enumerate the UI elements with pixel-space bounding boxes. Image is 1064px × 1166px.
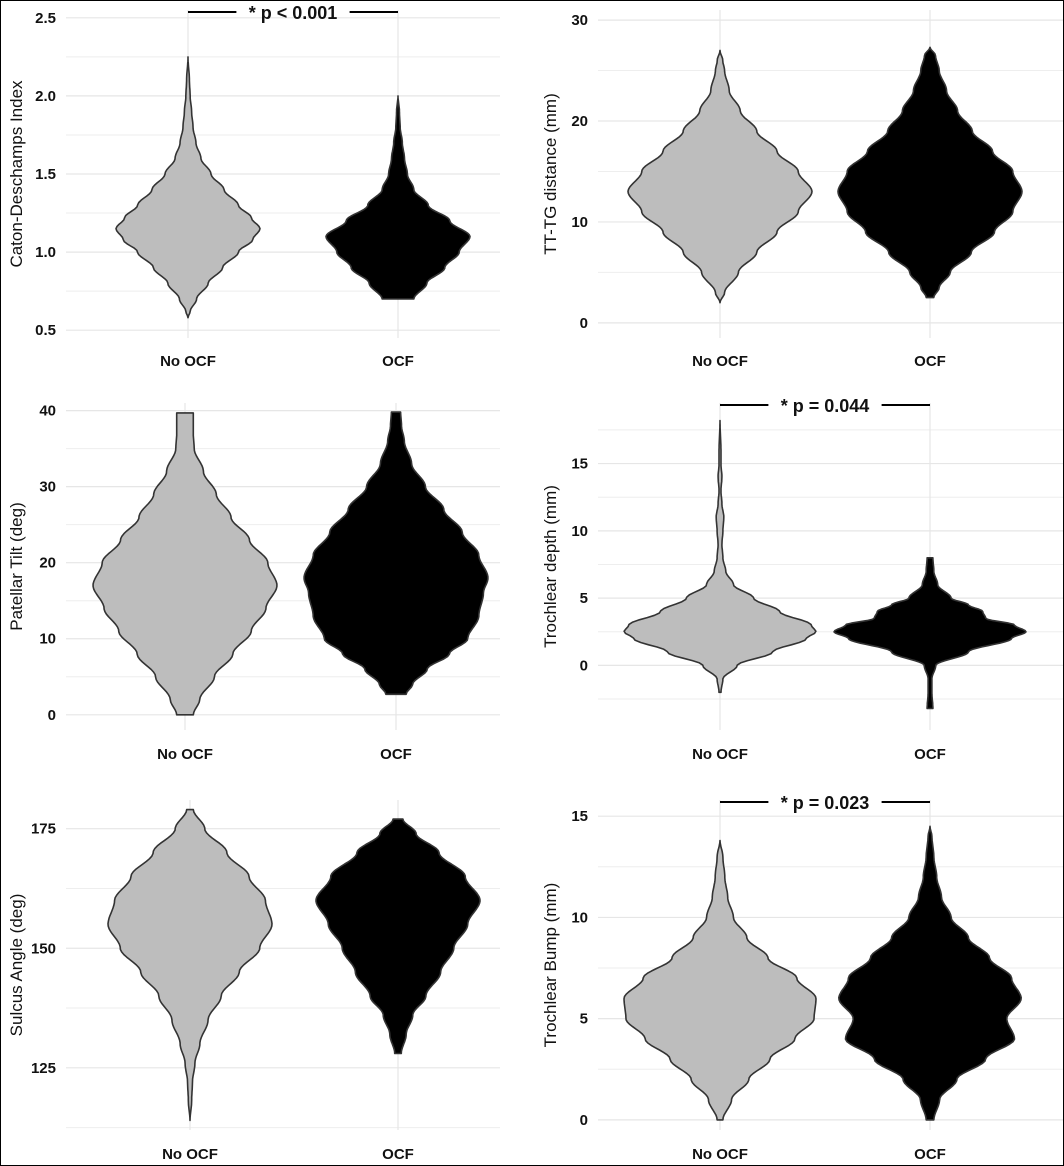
p-value-label: * p = 0.044: [781, 396, 870, 416]
violin-ocf: [838, 825, 1022, 1121]
y-axis-label: Caton-Deschamps Index: [7, 80, 26, 268]
chart-panel: 0 10 20 30 40 Patellar Tilt (deg) No OCF OCF: [7, 403, 500, 763]
violin-ocf: [837, 46, 1023, 299]
y-tick-label: 20: [571, 113, 588, 130]
x-category-label: OCF: [380, 746, 412, 763]
x-category-label: OCF: [914, 1146, 946, 1163]
violin-ocf: [325, 95, 471, 300]
y-tick-label: 1.0: [35, 244, 56, 261]
y-tick-label: 150: [31, 940, 56, 957]
chart-panel: 125 150 175 Sulcus Angle (deg) No OCF OCF: [7, 800, 500, 1163]
y-tick-label: 0.5: [35, 322, 56, 339]
y-axis-label: Trochlear Bump (mm): [541, 883, 560, 1048]
x-category-label: No OCF: [160, 353, 216, 370]
violin-no-ocf: [107, 808, 273, 1122]
chart-panel: 0 5 10 15 Trochlear depth (mm) No OCF OCF * p =…: [541, 396, 1064, 763]
chart-panel: 0 10 20 30 TT-TG distance (mm) No OCF OCF: [541, 10, 1064, 370]
p-value-label: * p = 0.023: [781, 793, 870, 813]
y-tick-label: 0: [48, 707, 56, 724]
y-axis-label: TT-TG distance (mm): [541, 93, 560, 255]
x-category-label: No OCF: [692, 746, 748, 763]
y-tick-label: 175: [31, 821, 56, 838]
y-axis-label: Trochlear depth (mm): [541, 485, 560, 648]
x-category-label: No OCF: [692, 353, 748, 370]
y-axis-label: Patellar Tilt (deg): [7, 502, 26, 631]
y-tick-label: 5: [580, 1011, 588, 1028]
violin-no-ocf: [623, 419, 817, 694]
violin-no-ocf: [623, 839, 817, 1121]
y-tick-label: 2.0: [35, 88, 56, 105]
x-category-label: OCF: [914, 353, 946, 370]
y-tick-label: 1.5: [35, 166, 56, 183]
p-value-label: * p < 0.001: [249, 3, 338, 23]
y-tick-label: 40: [39, 403, 56, 420]
violin-ocf: [303, 411, 489, 696]
y-tick-label: 2.5: [35, 10, 56, 27]
violin-ocf: [833, 557, 1027, 710]
y-tick-label: 10: [571, 214, 588, 231]
violin-ocf: [315, 818, 481, 1055]
x-category-label: OCF: [914, 746, 946, 763]
y-tick-label: 30: [571, 12, 588, 29]
chart-panel: 0 5 10 15 Trochlear Bump (mm) No OCF OCF * p = …: [541, 793, 1064, 1163]
x-category-label: No OCF: [692, 1146, 748, 1163]
y-tick-label: 15: [571, 456, 588, 473]
x-category-label: No OCF: [162, 1146, 218, 1163]
x-category-label: OCF: [382, 1146, 414, 1163]
y-tick-label: 0: [580, 315, 588, 332]
y-tick-label: 10: [571, 909, 588, 926]
y-axis-label: Sulcus Angle (deg): [7, 894, 26, 1037]
y-tick-label: 10: [571, 523, 588, 540]
violin-no-ocf: [627, 49, 813, 304]
y-tick-label: 20: [39, 555, 56, 572]
y-tick-label: 0: [580, 1112, 588, 1129]
y-tick-label: 15: [571, 808, 588, 825]
x-category-label: No OCF: [157, 746, 213, 763]
x-category-label: OCF: [382, 353, 414, 370]
y-tick-label: 125: [31, 1060, 56, 1077]
y-tick-label: 5: [580, 590, 588, 607]
violin-no-ocf: [92, 412, 278, 716]
y-tick-label: 30: [39, 479, 56, 496]
y-tick-label: 0: [580, 657, 588, 674]
violin-no-ocf: [115, 56, 261, 319]
chart-panel: 0.5 1.0 1.5 2.0 2.5 Caton-Deschamps Index No O…: [7, 3, 500, 370]
y-tick-label: 10: [39, 631, 56, 648]
